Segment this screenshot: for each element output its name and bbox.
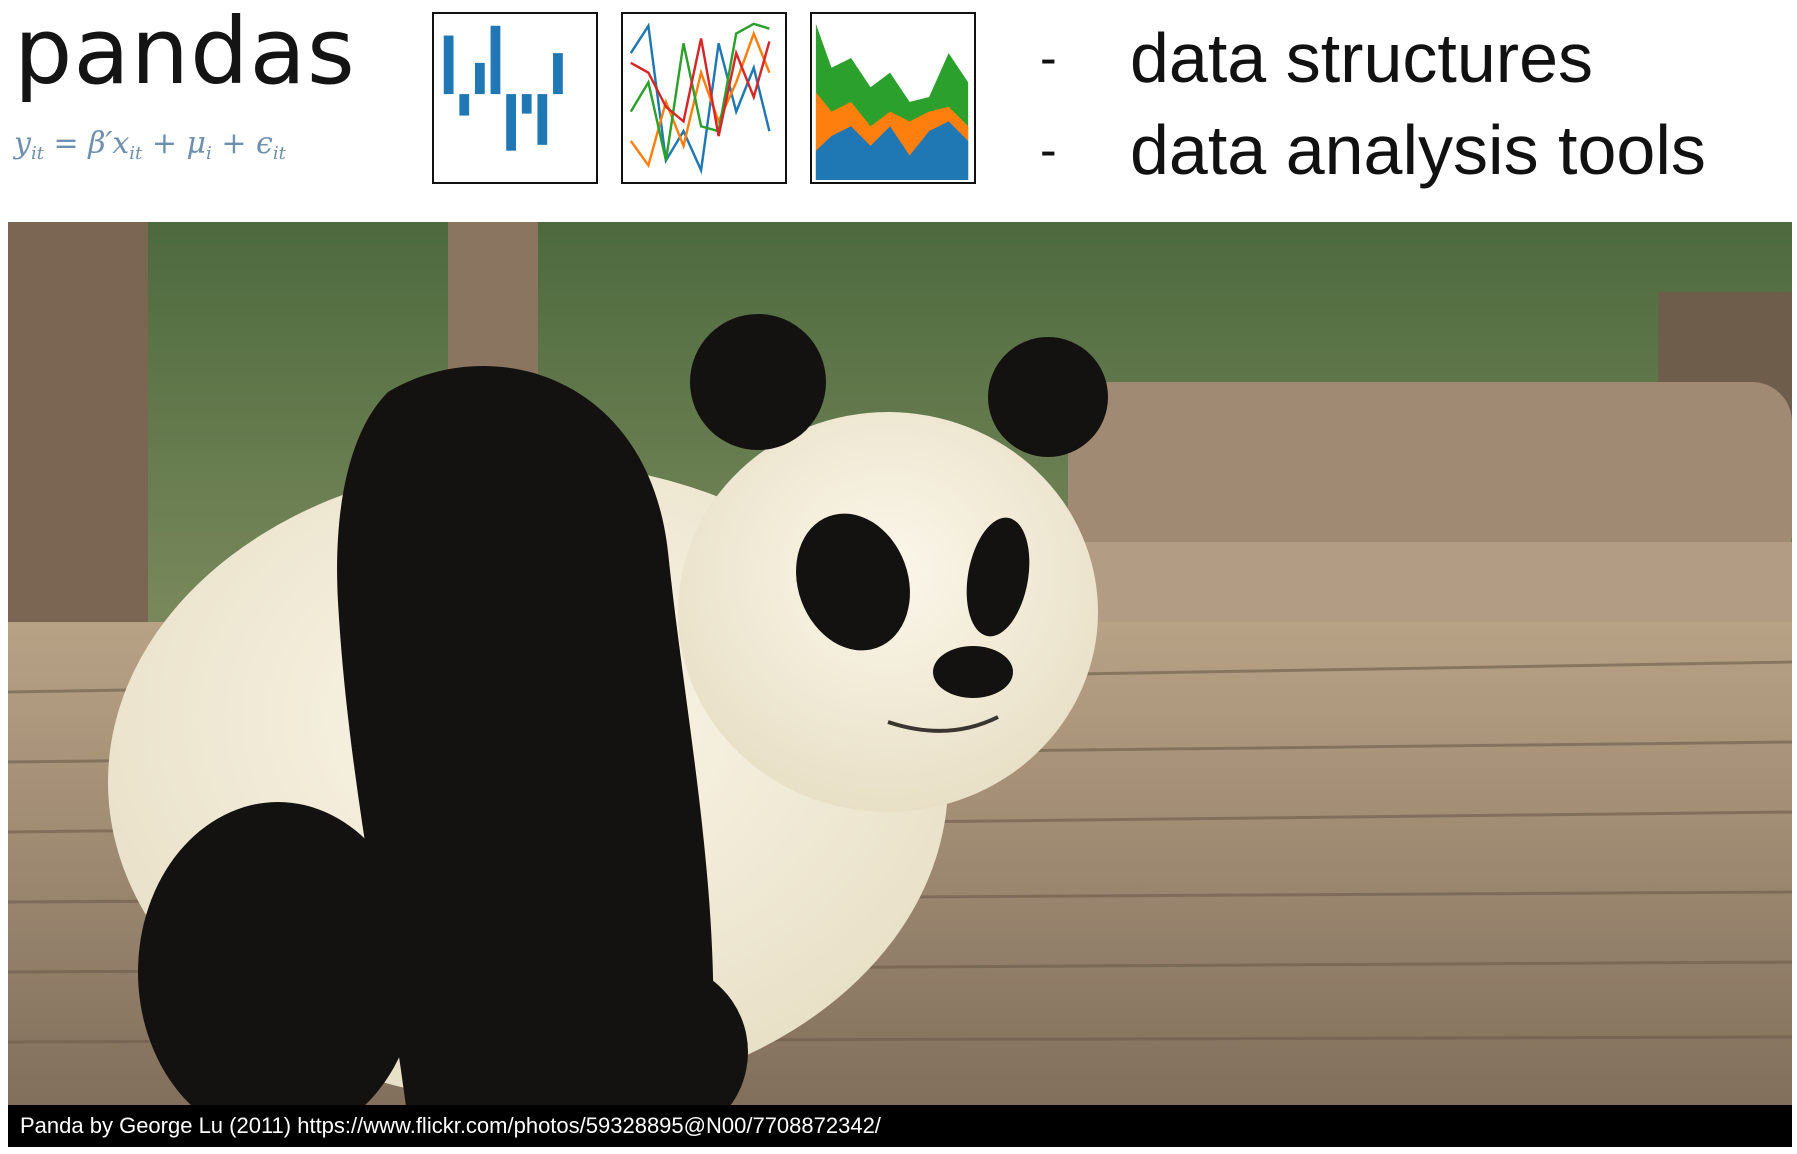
formula-plus-2: +: [221, 126, 247, 161]
area-chart-icon: [810, 12, 976, 184]
photo-caption: Panda by George Lu (2011) https://www.fl…: [8, 1105, 1792, 1147]
feature-item-data-structures: - data structures: [1040, 12, 1706, 104]
feature-list: - data structures - data analysis tools: [1040, 12, 1706, 196]
pandas-logo: pandas: [14, 0, 356, 105]
area-chart-icon-graphic: [815, 23, 969, 180]
formula-epsilon: ϵ: [256, 126, 273, 161]
formula-mu: μ: [186, 126, 207, 161]
logo-formula: yit = β′xit + μi + ϵit: [14, 126, 286, 164]
formula-equals: =: [53, 126, 79, 161]
formula-beta-x: β′x: [88, 126, 130, 161]
bar-chart-icon-graphic: [443, 25, 563, 151]
panda-photo: [8, 222, 1792, 1147]
formula-y: y: [14, 126, 31, 161]
bullet-dash: -: [1040, 122, 1057, 178]
panda-illustration: [8, 222, 1792, 1147]
feature-item-data-analysis-tools: - data analysis tools: [1040, 104, 1706, 196]
formula-eps-sub: it: [272, 143, 286, 164]
feature-label: data analysis tools: [1130, 111, 1706, 189]
line-chart-icon-graphic: [629, 22, 771, 175]
formula-x-sub: it: [129, 143, 143, 164]
bar-chart-icon: [432, 12, 598, 184]
formula-mu-sub: i: [206, 143, 212, 164]
line-chart-icon: [621, 12, 787, 184]
feature-label: data structures: [1130, 19, 1593, 97]
formula-y-sub: it: [30, 143, 44, 164]
bullet-dash: -: [1040, 30, 1057, 86]
formula-plus-1: +: [151, 126, 177, 161]
